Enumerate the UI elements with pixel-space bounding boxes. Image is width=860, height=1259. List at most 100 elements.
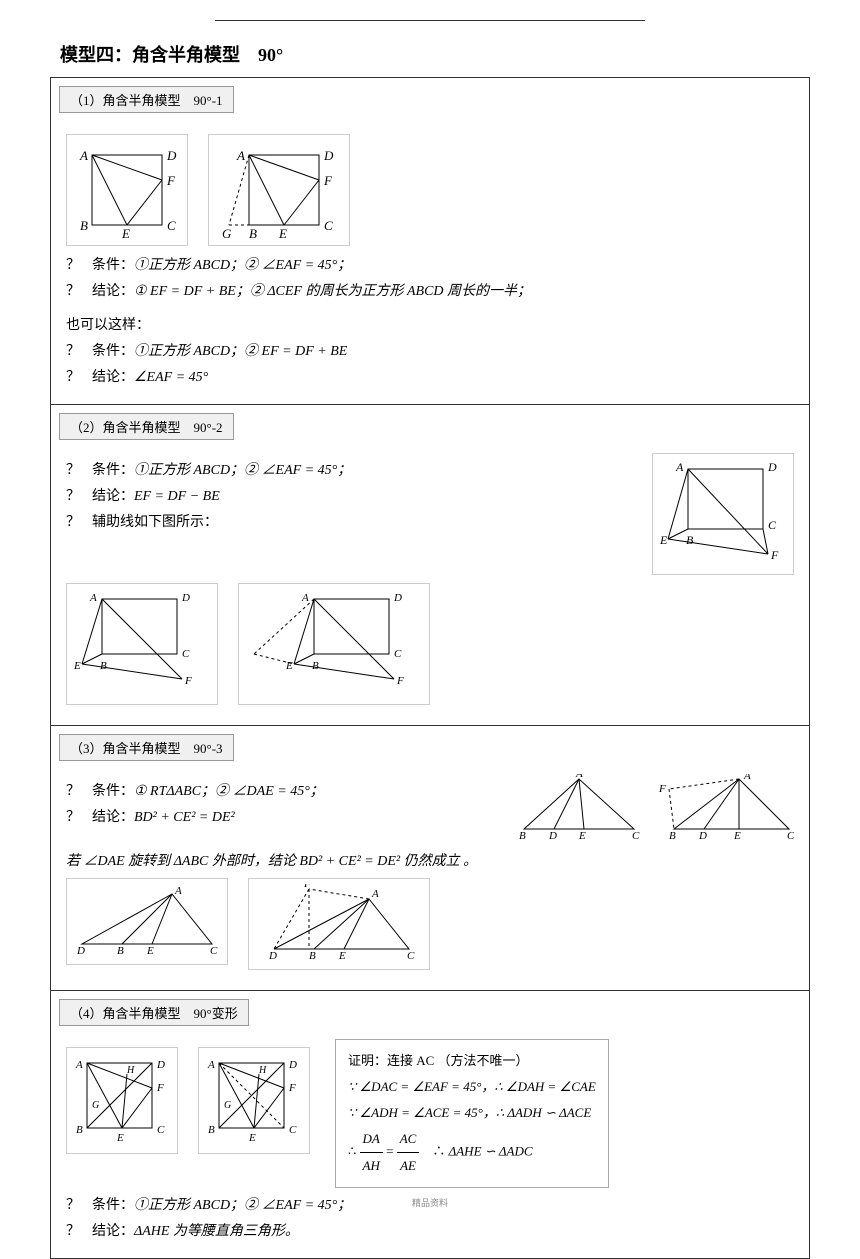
outer-container: （1）角含半角模型 90°-1 A D F B E C (50, 77, 810, 1259)
section-4: （4）角含半角模型 90°变形 A (51, 991, 809, 1258)
svg-text:B: B (249, 226, 257, 240)
s1-line1: ？结论：① EF = DF + BE；② ΔCEF 的周长为正方形 ABCD 周… (66, 280, 794, 300)
svg-text:C: C (289, 1124, 297, 1136)
sq-fig-1: A D F B E C (72, 140, 182, 240)
svg-text:B: B (312, 660, 319, 672)
svg-text:C: C (768, 518, 777, 532)
svg-text:F: F (396, 675, 404, 687)
svg-text:C: C (167, 218, 176, 233)
svg-text:B: B (100, 660, 107, 672)
s1-line3: ？条件：①正方形 ABCD；② EF = DF + BE (66, 340, 794, 360)
proof-line-0: 证明：连接 AC （方法不唯一） (348, 1048, 596, 1074)
sq-fig-2: A D F G B E C (214, 140, 344, 240)
svg-text:B: B (208, 1124, 215, 1136)
svg-text:G: G (92, 1100, 99, 1111)
section-4-header: （4）角含半角模型 90°变形 (59, 999, 249, 1026)
svg-text:C: C (632, 830, 640, 842)
section-2-header: （2）角含半角模型 90°-2 (59, 413, 234, 440)
s2-line1: ？结论：EF = DF − BE (66, 485, 627, 505)
svg-text:G: G (224, 1100, 231, 1111)
proof-line-2: ∵ ∠ADH = ∠ACE = 45°，∴ ΔADH ∽ ΔACE (348, 1100, 596, 1126)
section-2: （2）角含半角模型 90°-2 ？条件：①正方形 ABCD；② ∠EAF = 4… (51, 405, 809, 726)
proof-box: 证明：连接 AC （方法不唯一） ∵ ∠DAC = ∠EAF = 45°，∴ ∠… (335, 1039, 609, 1188)
section-1-figures: A D F B E C (66, 134, 794, 246)
svg-text:A: A (89, 592, 97, 604)
svg-text:D: D (166, 148, 177, 163)
svg-text:F: F (323, 173, 333, 188)
s3-bot-1: A D B E C (72, 884, 222, 959)
s1-line0: ？条件：①正方形 ABCD；② ∠EAF = 45°； (66, 254, 794, 274)
s3-line0: ？条件：① RTΔABC；② ∠DAE = 45°； (66, 780, 489, 800)
svg-text:D: D (156, 1059, 165, 1071)
svg-text:E: E (278, 226, 287, 240)
svg-text:D: D (698, 830, 707, 842)
svg-text:A: A (743, 774, 751, 782)
svg-text:E: E (733, 830, 741, 842)
svg-text:D: D (323, 148, 334, 163)
svg-text:E: E (73, 660, 81, 672)
svg-text:C: C (407, 950, 415, 962)
section-3-header: （3）角含半角模型 90°-3 (59, 734, 234, 761)
s2-fig-main: A D C E B F (658, 459, 788, 569)
svg-text:E: E (338, 950, 346, 962)
svg-text:G: G (222, 226, 232, 240)
svg-text:D: D (268, 950, 277, 962)
svg-text:B: B (76, 1124, 83, 1136)
s3-bot-2: F A D B E C (254, 884, 424, 964)
svg-text:D: D (548, 830, 557, 842)
proof-line-1: ∵ ∠DAC = ∠EAF = 45°，∴ ∠DAH = ∠CAE (348, 1074, 596, 1100)
svg-text:B: B (309, 950, 316, 962)
svg-text:F: F (156, 1082, 164, 1094)
svg-text:E: E (285, 660, 293, 672)
svg-text:H: H (258, 1065, 267, 1076)
svg-text:E: E (116, 1132, 124, 1144)
svg-text:B: B (117, 945, 124, 957)
svg-text:C: C (787, 830, 794, 842)
s1-line2: 也可以这样： (66, 314, 794, 334)
svg-text:F: F (184, 675, 192, 687)
s4-fig-2: A D H F G B E C (204, 1053, 304, 1148)
s2-aux1: A D C E B F (72, 589, 212, 699)
svg-text:A: A (575, 774, 583, 780)
s2-aux2: A D C E B F (244, 589, 424, 699)
svg-text:D: D (767, 460, 777, 474)
svg-text:C: C (394, 648, 402, 660)
s3-tri-top: A B D E C A F B D (514, 774, 794, 844)
svg-text:A: A (75, 1059, 83, 1071)
svg-text:C: C (182, 648, 190, 660)
svg-text:A: A (371, 888, 379, 900)
svg-text:F: F (770, 548, 779, 562)
svg-text:D: D (181, 592, 190, 604)
svg-text:E: E (248, 1132, 256, 1144)
footer-text: 精品资料 (412, 1196, 448, 1209)
svg-text:E: E (121, 226, 130, 240)
s3-line2: 若 ∠DAE 旋转到 ΔABC 外部时，结论 BD² + CE² = DE² 仍… (66, 850, 794, 870)
svg-text:H: H (126, 1065, 135, 1076)
svg-text:D: D (288, 1059, 297, 1071)
svg-text:F: F (658, 783, 666, 795)
section-1-header: （1）角含半角模型 90°-1 (59, 86, 234, 113)
svg-text:F: F (288, 1082, 296, 1094)
svg-text:F: F (166, 173, 176, 188)
page-title: 模型四：角含半角模型 90° (60, 41, 810, 67)
svg-text:A: A (675, 460, 684, 474)
section-1: （1）角含半角模型 90°-1 A D F B E C (51, 78, 809, 405)
s3-line1: ？结论：BD² + CE² = DE² (66, 806, 489, 826)
svg-text:A: A (79, 148, 88, 163)
s4-fig-1: A D H F G B E C (72, 1053, 172, 1148)
svg-text:A: A (236, 148, 245, 163)
svg-text:B: B (519, 830, 526, 842)
s2-line0: ？条件：①正方形 ABCD；② ∠EAF = 45°； (66, 459, 627, 479)
svg-text:A: A (174, 885, 182, 897)
svg-text:D: D (393, 592, 402, 604)
svg-text:A: A (207, 1059, 215, 1071)
proof-line-3: ∴ DAAH = ACAE ∴ ΔAHE ∽ ΔADC (348, 1126, 596, 1179)
s1-line4: ？结论：∠EAF = 45° (66, 366, 794, 386)
svg-text:B: B (80, 218, 88, 233)
svg-text:E: E (578, 830, 586, 842)
svg-text:F: F (303, 884, 311, 890)
svg-text:B: B (686, 533, 694, 547)
svg-text:E: E (659, 533, 668, 547)
s4-line1: ？结论：ΔAHE 为等腰直角三角形。 (66, 1220, 794, 1240)
top-divider (215, 20, 645, 21)
